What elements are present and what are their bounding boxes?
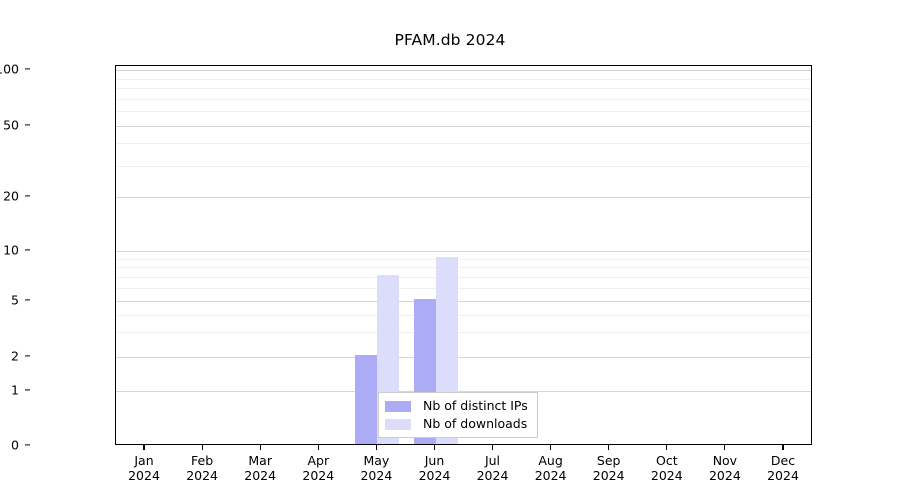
y-axis: 0 1 2 5 10 20 50 100 — [0, 0, 115, 500]
gridline — [116, 111, 811, 113]
x-tick-year: 2024 — [534, 468, 567, 483]
gridline — [116, 267, 811, 269]
x-tick-mark — [666, 445, 668, 450]
x-tick-label-feb: Feb 2024 — [186, 453, 218, 483]
x-tick-month: Sep — [596, 453, 621, 468]
y-tick-mark — [25, 355, 30, 357]
gridline — [116, 391, 811, 392]
gridline — [116, 276, 811, 278]
gridline — [116, 88, 811, 89]
y-tick-mark — [25, 299, 30, 301]
gridline — [116, 165, 811, 167]
gridline — [116, 126, 811, 127]
x-tick-month: Jan — [134, 453, 154, 468]
x-tick-year: 2024 — [418, 468, 451, 483]
y-tick-mark — [25, 195, 30, 197]
x-tick-mark — [433, 445, 436, 450]
x-tick-label-aug: Aug 2024 — [535, 453, 567, 483]
chart-legend: Nb of distinct IPs Nb of downloads — [378, 392, 538, 438]
x-tick-mark — [143, 445, 145, 450]
gridline — [116, 332, 811, 334]
x-tick-label-mar: Mar 2024 — [244, 453, 276, 483]
legend-item[interactable]: Nb of downloads — [385, 415, 528, 433]
gridline — [116, 301, 811, 302]
y-tick-label: 100 — [0, 61, 19, 77]
legend-swatch-distinct-ips — [385, 400, 411, 412]
x-tick-label-jul: Jul 2024 — [477, 453, 509, 483]
x-tick-month: Feb — [191, 453, 214, 468]
x-tick-mark — [491, 445, 494, 450]
y-tick-label: 50 — [3, 117, 19, 133]
x-tick-mark — [724, 445, 726, 450]
x-tick-mark — [608, 445, 610, 450]
bar-may-distinct-ips — [355, 355, 378, 444]
x-tick-mark — [375, 445, 377, 450]
x-tick-month: Jun — [424, 453, 445, 468]
gridline — [116, 314, 811, 316]
x-tick-month: Nov — [712, 453, 738, 468]
x-tick-month: Jul — [484, 453, 501, 468]
x-tick-year: 2024 — [186, 468, 218, 483]
gridline — [116, 78, 811, 80]
y-tick-label: 2 — [11, 348, 19, 364]
gridline — [116, 98, 811, 100]
x-tick-month: Oct — [655, 453, 678, 468]
x-tick-mark — [201, 445, 203, 450]
gridline — [116, 357, 811, 358]
y-tick-mark — [25, 124, 30, 126]
legend-label: Nb of distinct IPs — [423, 398, 528, 413]
x-tick-label-dec: Dec 2024 — [767, 453, 799, 483]
x-tick-label-sep: Sep 2024 — [593, 453, 625, 483]
chart-title: PFAM.db 2024 — [394, 31, 506, 49]
x-tick-label-jan: Jan 2024 — [128, 453, 160, 483]
x-tick-label-oct: Oct 2024 — [651, 453, 683, 483]
gridline — [116, 251, 811, 252]
x-tick-year: 2024 — [302, 468, 335, 483]
y-tick-mark — [25, 389, 30, 391]
x-tick-month: May — [363, 453, 390, 468]
x-tick-mark — [259, 445, 261, 450]
y-tick-mark — [25, 68, 30, 70]
legend-swatch-downloads — [385, 418, 411, 430]
x-tick-year: 2024 — [360, 468, 393, 483]
x-tick-mark — [317, 445, 319, 450]
x-tick-label-apr: Apr 2024 — [302, 453, 334, 483]
legend-item[interactable]: Nb of distinct IPs — [385, 397, 528, 415]
gridline — [116, 287, 811, 289]
x-tick-label-nov: Nov 2024 — [709, 453, 741, 483]
x-axis: Jan 2024 Feb 2024 Mar 2024 Apr 2024 May 2024 Jun 20… — [0, 445, 900, 500]
y-tick-label: 0 — [11, 437, 19, 453]
x-tick-year: 2024 — [476, 468, 509, 483]
x-tick-month: Dec — [770, 453, 796, 468]
gridline — [116, 70, 811, 71]
gridline — [116, 143, 811, 145]
x-tick-month: Apr — [307, 453, 330, 468]
x-tick-month: Mar — [248, 453, 272, 468]
y-tick-label: 10 — [3, 242, 19, 258]
x-tick-year: 2024 — [244, 468, 277, 483]
plot-area — [115, 65, 812, 445]
y-tick-label: 20 — [3, 188, 19, 204]
y-tick-label: 1 — [11, 382, 19, 398]
gridline — [116, 258, 811, 260]
y-tick-mark — [25, 444, 30, 446]
x-tick-label-may: May 2024 — [360, 453, 392, 483]
x-tick-year: 2024 — [128, 468, 160, 483]
x-tick-year: 2024 — [767, 468, 799, 483]
x-tick-year: 2024 — [592, 468, 625, 483]
legend-label: Nb of downloads — [423, 416, 528, 431]
x-tick-mark — [782, 445, 784, 450]
x-tick-year: 2024 — [650, 468, 683, 483]
x-tick-month: Aug — [538, 453, 563, 468]
x-tick-label-jun: Jun 2024 — [419, 453, 451, 483]
x-tick-year: 2024 — [708, 468, 741, 483]
x-tick-mark — [550, 445, 552, 450]
gridline — [116, 197, 811, 198]
y-tick-mark — [25, 249, 30, 251]
y-tick-label: 5 — [11, 292, 19, 308]
